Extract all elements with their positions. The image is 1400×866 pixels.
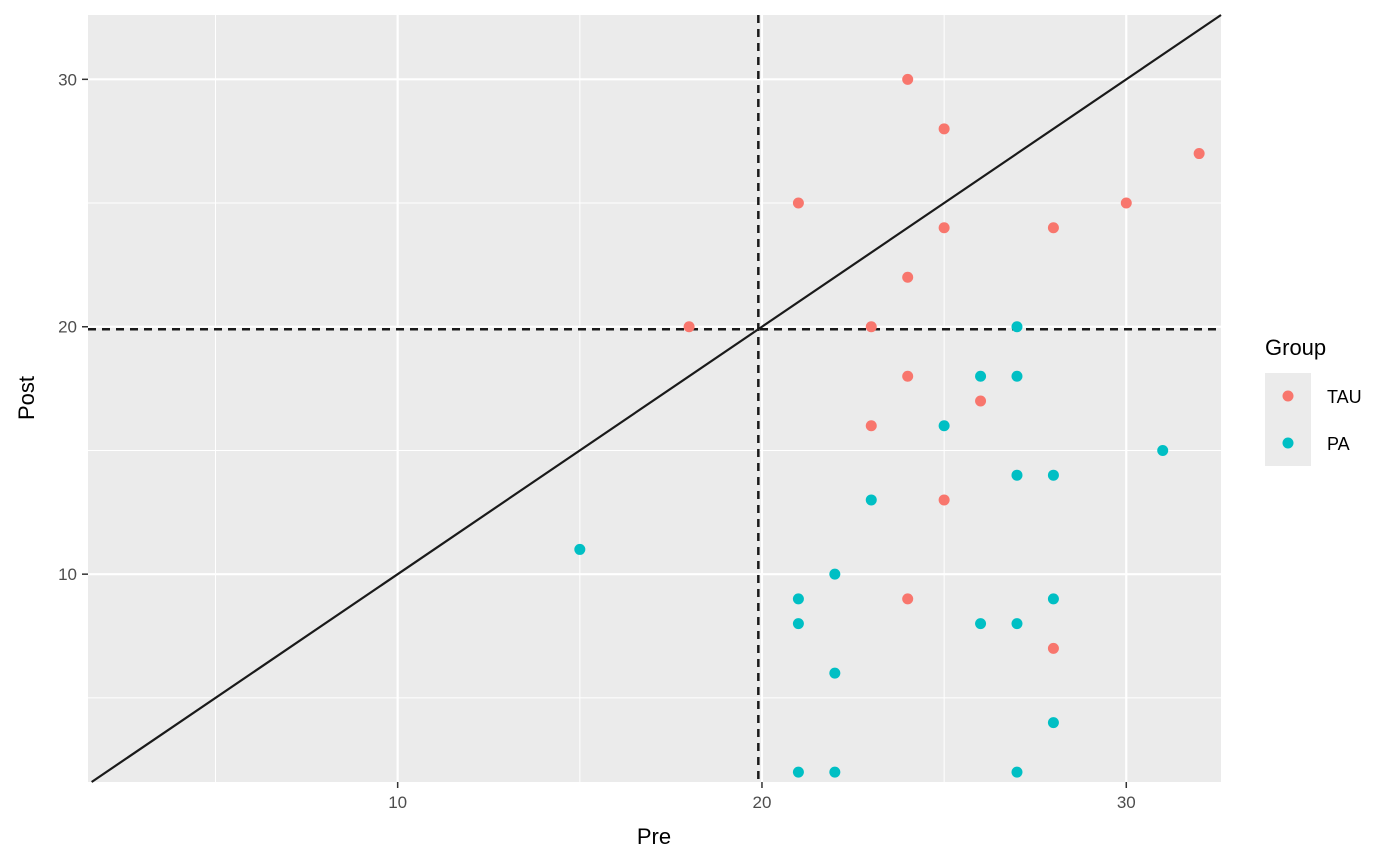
reference-lines xyxy=(88,14,1222,783)
data-point-pa xyxy=(1011,618,1023,630)
axis-ticks: 10 20 30 10 20 30 xyxy=(58,70,1136,812)
data-point-tau xyxy=(975,395,987,407)
identity-line xyxy=(91,14,1222,783)
y-tick-label: 30 xyxy=(58,70,77,89)
y-axis-title: Post xyxy=(14,376,39,420)
data-point-pa xyxy=(1047,717,1059,729)
data-point-tau xyxy=(865,420,877,432)
x-tick-label: 10 xyxy=(388,793,407,812)
data-point-pa xyxy=(1011,766,1023,778)
data-point-pa xyxy=(1011,321,1023,333)
data-point-tau xyxy=(1193,148,1205,160)
data-point-pa xyxy=(1157,444,1169,456)
data-point-pa xyxy=(829,766,841,778)
data-point-pa xyxy=(938,420,950,432)
data-point-pa xyxy=(1047,469,1059,481)
data-point-tau xyxy=(938,494,950,506)
x-tick-label: 30 xyxy=(1117,793,1136,812)
legend-title: Group xyxy=(1265,335,1326,360)
data-point-tau xyxy=(902,370,914,382)
grid-lines xyxy=(88,15,1221,782)
data-point-tau xyxy=(902,73,914,85)
data-point-tau xyxy=(902,593,914,605)
legend-key-pa xyxy=(1282,437,1294,449)
data-points xyxy=(574,73,1205,778)
data-point-pa xyxy=(792,593,804,605)
data-point-pa xyxy=(1047,593,1059,605)
data-point-tau xyxy=(1047,642,1059,654)
y-tick-label: 10 xyxy=(58,565,77,584)
data-point-tau xyxy=(1120,197,1132,209)
legend-key-tau xyxy=(1282,390,1294,402)
x-tick-label: 20 xyxy=(753,793,772,812)
x-axis-title: Pre xyxy=(637,824,671,849)
data-point-tau xyxy=(902,271,914,283)
data-point-tau xyxy=(938,123,950,135)
data-point-pa xyxy=(792,618,804,630)
data-point-pa xyxy=(829,667,841,679)
data-point-tau xyxy=(683,321,695,333)
y-tick-label: 20 xyxy=(58,318,77,337)
data-point-tau xyxy=(938,222,950,234)
data-point-tau xyxy=(1047,222,1059,234)
data-point-pa xyxy=(975,618,987,630)
data-point-pa xyxy=(792,766,804,778)
legend: Group TAU PA xyxy=(1265,335,1362,466)
data-point-tau xyxy=(865,321,877,333)
legend-label-pa: PA xyxy=(1327,434,1350,454)
data-point-pa xyxy=(574,543,586,555)
data-point-pa xyxy=(1011,469,1023,481)
data-point-pa xyxy=(975,370,987,382)
data-point-pa xyxy=(1011,370,1023,382)
legend-label-tau: TAU xyxy=(1327,387,1362,407)
data-point-tau xyxy=(792,197,804,209)
data-point-pa xyxy=(865,494,877,506)
data-point-pa xyxy=(829,568,841,580)
legend-key-background xyxy=(1265,373,1311,466)
